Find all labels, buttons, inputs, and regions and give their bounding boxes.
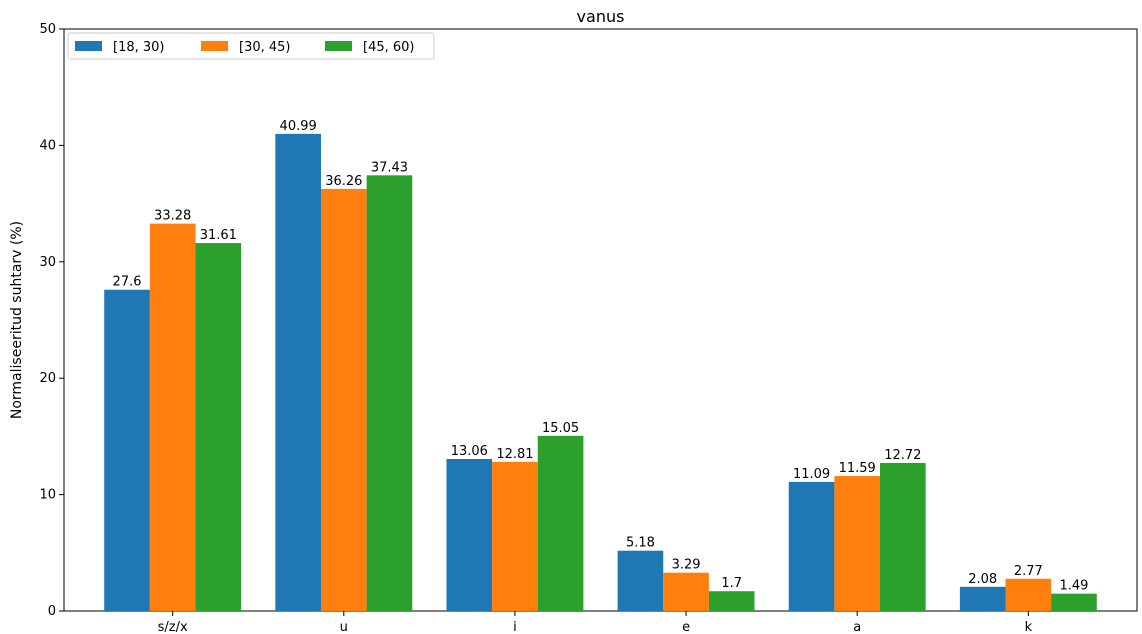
bar-value-label: 2.08 bbox=[968, 572, 997, 587]
axes-frame bbox=[63, 28, 1138, 612]
bar-value-label: 27.6 bbox=[113, 275, 142, 290]
bar-value-label: 2.77 bbox=[1014, 564, 1043, 579]
bar bbox=[663, 572, 709, 611]
bar-value-label: 13.06 bbox=[451, 444, 488, 459]
bar-value-label: 12.72 bbox=[884, 448, 921, 463]
bar-value-label: 1.49 bbox=[1059, 579, 1088, 594]
bar-value-label: 15.05 bbox=[542, 421, 579, 436]
x-tick-label: i bbox=[513, 620, 517, 634]
legend-label: [45, 60) bbox=[363, 40, 415, 55]
bar-value-label: 3.29 bbox=[672, 558, 701, 573]
x-tick-label: k bbox=[1025, 620, 1033, 634]
legend-swatch bbox=[75, 41, 102, 51]
y-tick-label: 40 bbox=[39, 138, 56, 153]
y-tick-label: 20 bbox=[39, 371, 56, 386]
bar-value-label: 36.26 bbox=[325, 174, 362, 189]
bar bbox=[708, 591, 755, 611]
bar bbox=[537, 435, 584, 611]
bar bbox=[446, 458, 493, 611]
bar bbox=[275, 133, 321, 611]
legend-label: [30, 45) bbox=[239, 40, 291, 55]
x-tick-label: e bbox=[682, 620, 690, 634]
bar-value-label: 33.28 bbox=[154, 209, 191, 224]
y-tick-label: 30 bbox=[39, 255, 56, 270]
legend: [18, 30) [30, 45) [45, 60) bbox=[67, 32, 435, 60]
plot-area: 0 10 20 30 40 50 s/z/x 27.6 33.28 31.61 u 40.99 36.2… bbox=[39, 22, 1138, 634]
y-tick-label: 0 bbox=[48, 604, 56, 619]
y-tick-label: 10 bbox=[39, 488, 56, 503]
legend-label: [18, 30) bbox=[113, 40, 165, 55]
bar bbox=[959, 586, 1006, 611]
bar bbox=[104, 289, 150, 611]
bar bbox=[195, 243, 242, 611]
bar bbox=[366, 175, 413, 611]
y-tick-label: 50 bbox=[39, 22, 56, 37]
bar bbox=[788, 481, 835, 611]
bar-value-label: 5.18 bbox=[626, 536, 655, 551]
chart-title: vanus bbox=[577, 7, 625, 26]
bar bbox=[880, 462, 926, 611]
bar-value-label: 1.7 bbox=[721, 576, 742, 591]
x-tick-label: a bbox=[853, 620, 861, 634]
bar-value-label: 40.99 bbox=[280, 119, 317, 134]
bar bbox=[320, 188, 367, 611]
bar-value-label: 12.81 bbox=[496, 447, 533, 462]
bar bbox=[149, 223, 196, 612]
bar bbox=[1005, 578, 1052, 611]
bar-value-label: 37.43 bbox=[371, 160, 408, 175]
x-tick-label: u bbox=[340, 620, 348, 634]
legend-box bbox=[67, 32, 435, 60]
bar-value-label: 31.61 bbox=[200, 228, 237, 243]
x-tick-label: s/z/x bbox=[158, 620, 188, 634]
bar-value-label: 11.09 bbox=[793, 467, 830, 482]
bar bbox=[617, 550, 664, 611]
bar bbox=[1051, 593, 1097, 611]
legend-swatch bbox=[325, 41, 352, 51]
legend-swatch bbox=[201, 41, 228, 51]
bar bbox=[834, 476, 881, 611]
bar-value-label: 11.59 bbox=[839, 461, 876, 476]
y-axis-title: Normaliseeritud suhtarv (%) bbox=[9, 221, 25, 419]
bar bbox=[492, 461, 538, 611]
